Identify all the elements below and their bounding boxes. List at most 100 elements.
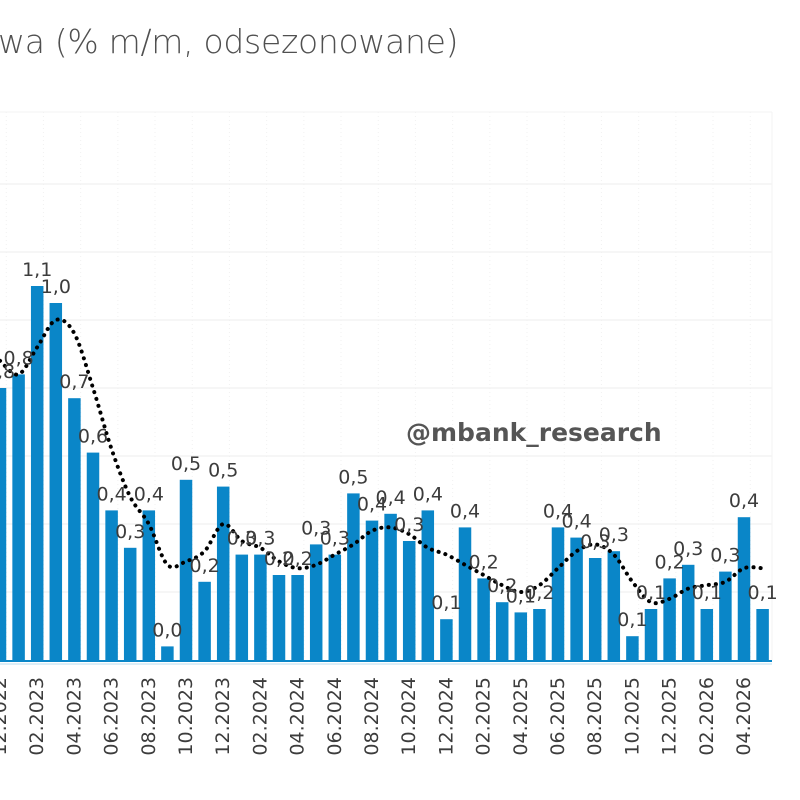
bar-02.2025 (477, 578, 490, 660)
bar-04.2024 (291, 575, 304, 660)
x-tick-label: 10.2023 (175, 677, 197, 756)
data-label: 0,2 (282, 548, 312, 570)
data-label: 0,3 (227, 528, 257, 550)
x-tick-label: 12.2022 (0, 677, 11, 756)
data-label: 0,2 (654, 551, 684, 573)
bar-07.2024 (347, 493, 360, 660)
data-label: 0,5 (171, 453, 201, 475)
data-label: 0,2 (264, 548, 294, 570)
x-tick-label: 04.2025 (510, 677, 532, 756)
bar-11.2023 (198, 581, 211, 660)
x-tick-label: 08.2025 (584, 677, 606, 756)
data-label: 0,3 (245, 528, 275, 550)
data-label: 0,4 (357, 494, 387, 516)
data-label: 0,1 (747, 582, 777, 604)
bar-02.2024 (254, 554, 267, 660)
chart-title: wa (% m/m, odsezonowane) (0, 22, 459, 61)
data-label: 0,6 (78, 426, 108, 448)
bars (0, 286, 769, 660)
watermark: @mbank_research (406, 418, 662, 447)
x-tick-labels: 12.2022 02.2023 04.2023 06.2023 08.2023 10.20… (0, 677, 755, 756)
bar-10.2024 (402, 541, 416, 660)
bar-12.2022 (0, 388, 7, 660)
data-label: 0,3 (710, 545, 740, 567)
x-tick-label: 10.2025 (621, 677, 643, 756)
data-label: 0,1 (617, 609, 647, 631)
data-label: 0,3 (673, 538, 703, 560)
bar-03.2026 (719, 571, 732, 660)
data-label: 0,4 (96, 483, 126, 505)
bar-12.2025 (663, 578, 676, 660)
data-label: 0,4 (375, 487, 405, 509)
x-tick-label: 02.2024 (249, 677, 271, 756)
data-label: 0,3 (580, 531, 610, 553)
bar-05.2025 (533, 609, 546, 660)
x-tick-label: 12.2025 (659, 677, 681, 756)
bar-10.2023 (179, 479, 193, 660)
data-label: 0,3 (320, 528, 350, 550)
data-label: 0,7 (59, 371, 89, 393)
bar-08.2023 (142, 510, 156, 660)
bar-01.2026 (681, 564, 695, 660)
data-label: 0,4 (134, 483, 164, 505)
data-label: 0,2 (524, 582, 554, 604)
bar-08.2024 (365, 520, 379, 660)
bar-01.2025 (458, 527, 472, 660)
data-label: 0,4 (561, 511, 591, 533)
data-label: 0,2 (487, 575, 517, 597)
bar-04.2025 (514, 612, 528, 660)
data-label: 0,2 (468, 551, 498, 573)
data-label: 1,0 (41, 276, 71, 298)
data-label: 0,8 (3, 347, 33, 369)
x-tick-label: 02.2026 (696, 677, 718, 756)
data-label: 0,2 (189, 555, 219, 577)
bar-02.2026 (700, 609, 714, 660)
data-label: 0,5 (208, 460, 238, 482)
x-tick-label: 12.2024 (435, 677, 457, 756)
bar-07.2023 (123, 547, 137, 660)
data-label: 0,1 (431, 592, 461, 614)
x-tick-label: 02.2023 (26, 677, 48, 756)
data-label: 0,4 (450, 500, 480, 522)
data-label: 0,0 (152, 619, 182, 641)
data-label: 0,5 (338, 466, 368, 488)
bar-01.2024 (235, 554, 249, 660)
x-tick-label: 04.2024 (287, 677, 309, 756)
bar-06.2024 (328, 554, 342, 660)
bar-02.2023 (30, 286, 44, 660)
data-label: 0,1 (506, 585, 536, 607)
bar-08.2025 (588, 558, 602, 660)
data-labels: 0,80,81,11,00,70,60,40,30,40,00,50,20,50… (0, 259, 778, 641)
bar-04.2026 (737, 517, 751, 660)
bar-06.2025 (551, 527, 565, 660)
bar-01.2023 (12, 374, 25, 660)
bar-12.2023 (216, 486, 230, 660)
data-label: 0,8 (0, 361, 15, 383)
bar-05.2024 (309, 544, 323, 660)
bar-12.2024 (440, 619, 453, 660)
x-tick-label: 08.2023 (138, 677, 160, 756)
bar-11.2025 (644, 609, 658, 660)
bar-05.2026 (756, 609, 769, 660)
x-tick-label: 10.2024 (398, 677, 420, 756)
data-label: 0,1 (636, 582, 666, 604)
data-label: 0,3 (301, 517, 331, 539)
x-tick-label: 02.2025 (473, 677, 495, 756)
bar-10.2025 (626, 636, 639, 660)
bar-09.2025 (607, 551, 621, 660)
bar-09.2023 (161, 646, 174, 660)
trend-line (0, 317, 765, 606)
x-tick-label: 06.2025 (547, 677, 569, 756)
data-label: 0,1 (692, 582, 722, 604)
data-label: 0,4 (413, 483, 443, 505)
x-tick-label: 06.2023 (101, 677, 123, 756)
data-label: 0,3 (599, 524, 629, 546)
data-label: 0,3 (394, 514, 424, 536)
x-tick-label: 08.2024 (361, 677, 383, 756)
data-label: 0,3 (115, 521, 145, 543)
data-label: 0,4 (729, 490, 759, 512)
x-tick-label: 06.2024 (324, 677, 346, 756)
bar-04.2023 (68, 398, 81, 660)
bar-03.2024 (272, 575, 286, 660)
